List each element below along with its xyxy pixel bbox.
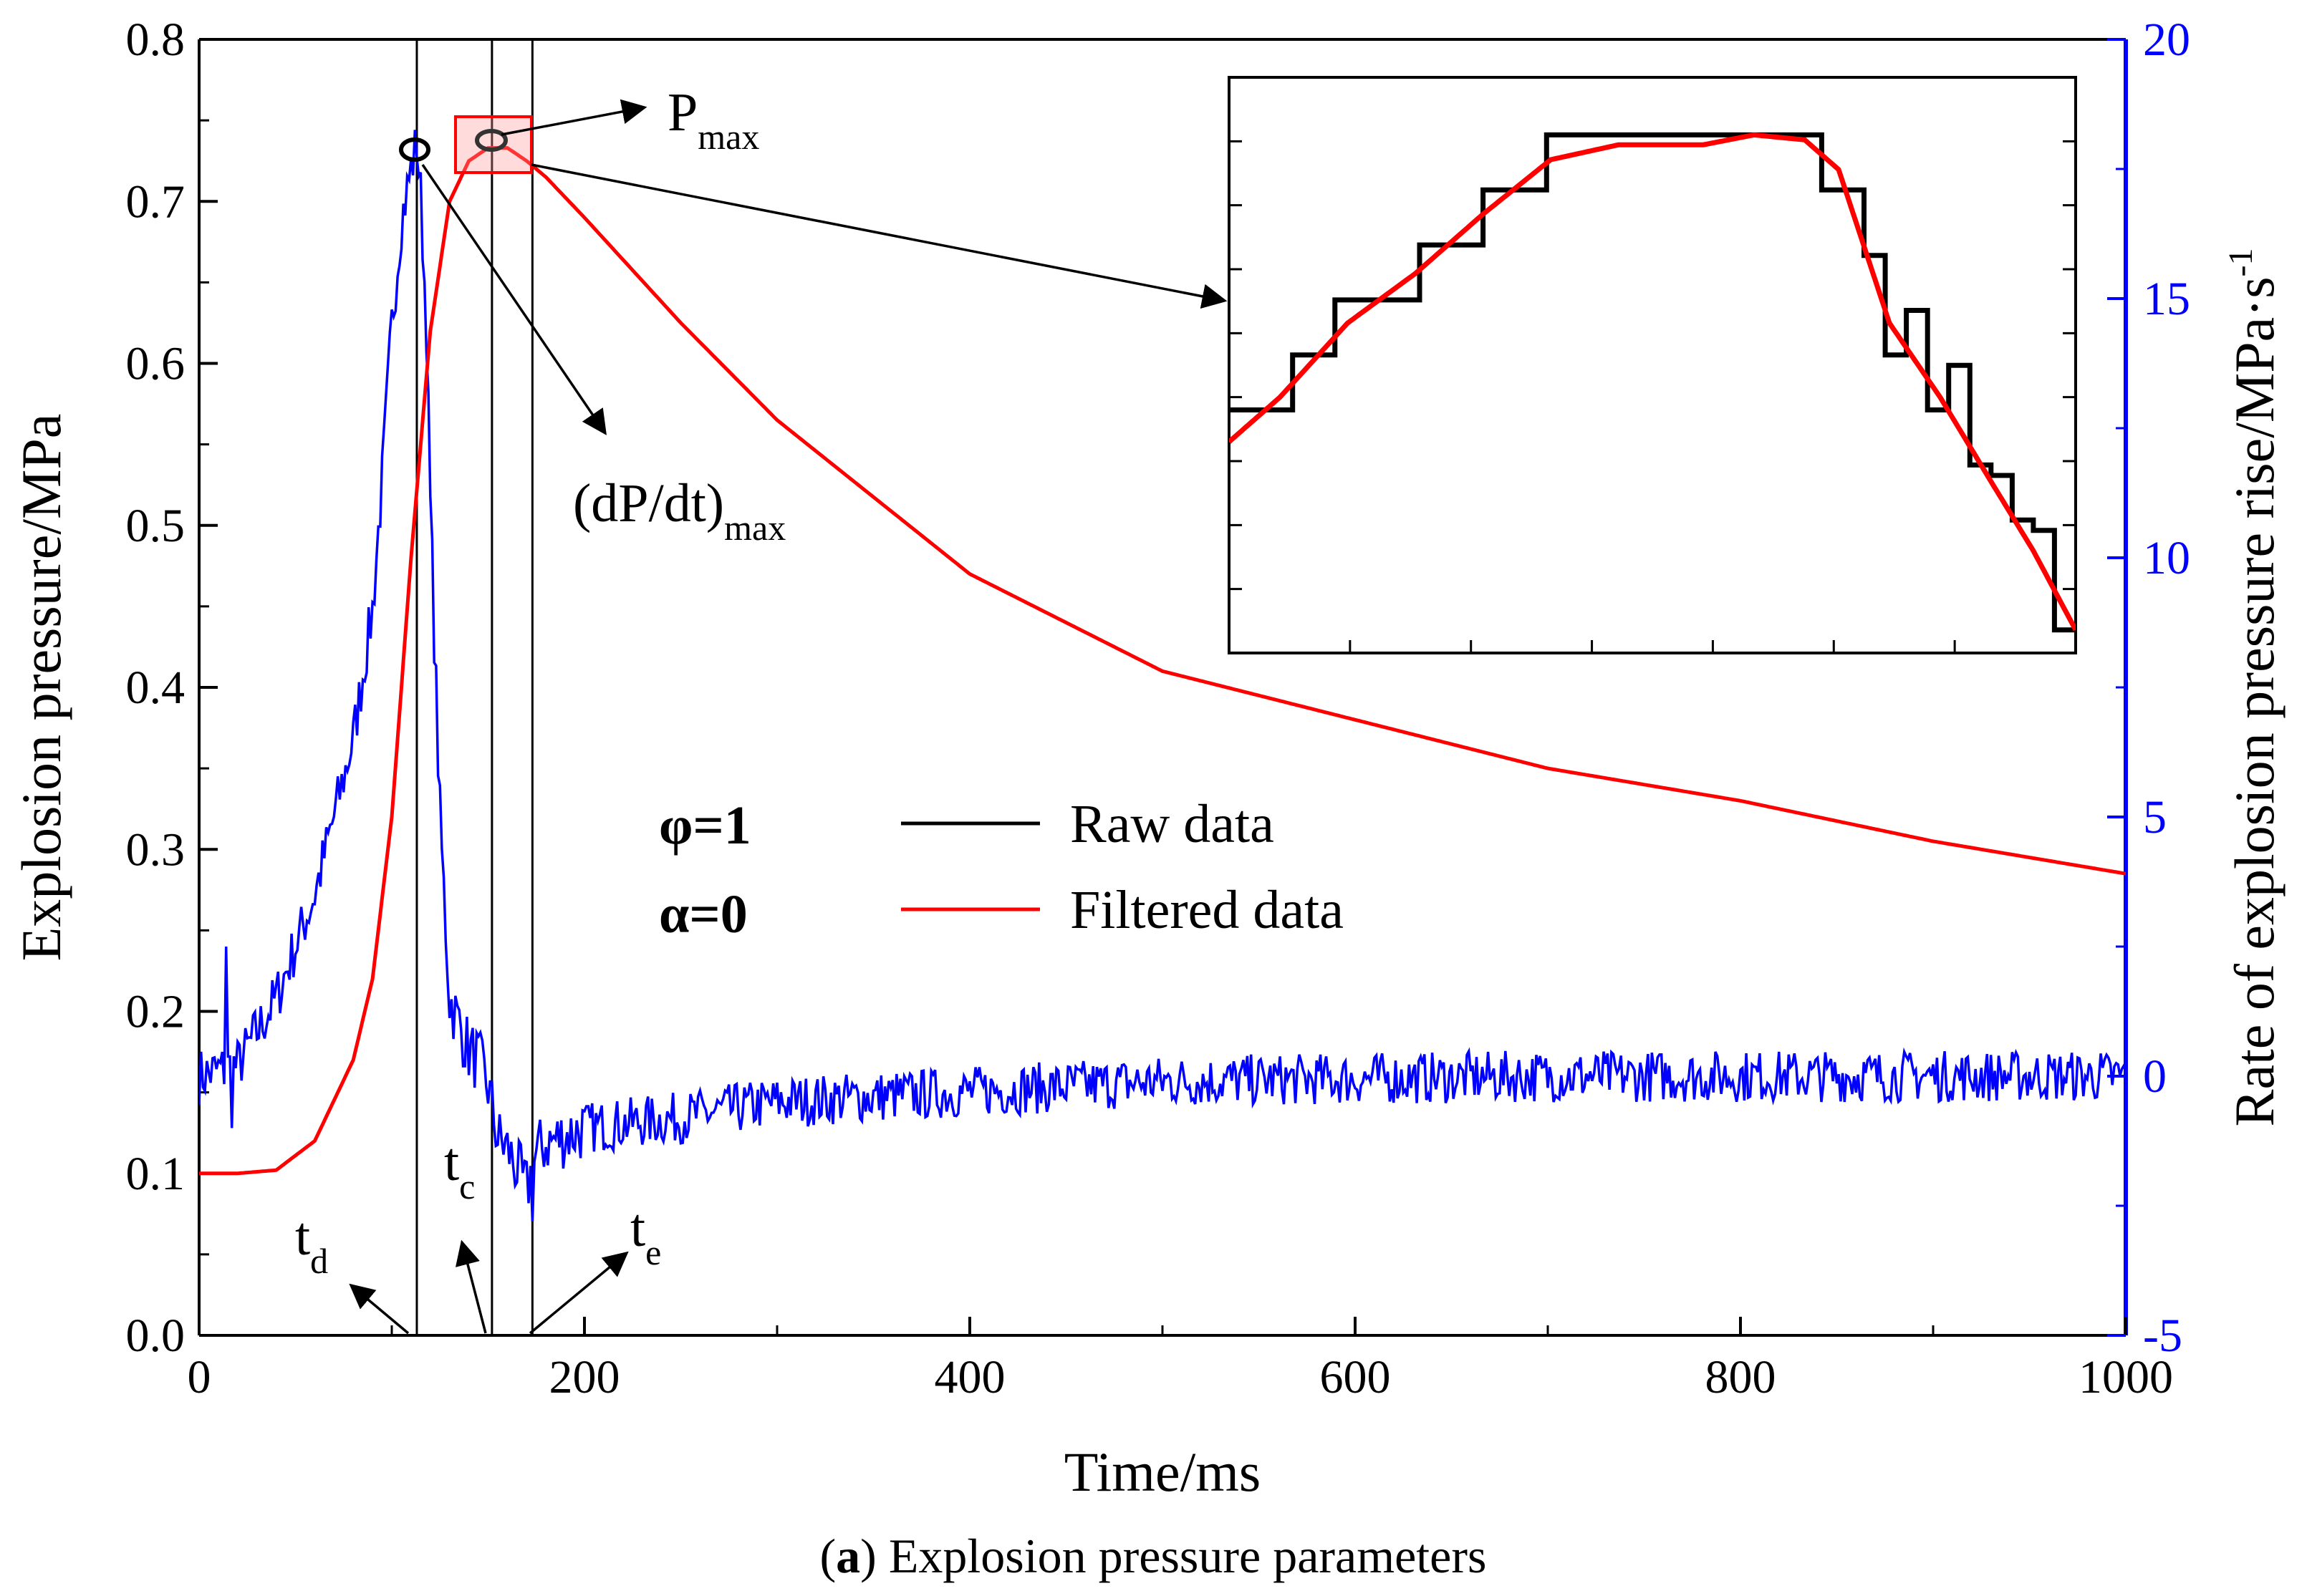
y2-tick-label-3: 10 — [2143, 532, 2190, 584]
x-tick-label-0: 0 — [188, 1351, 211, 1403]
x-axis-title: Time/ms — [1064, 1441, 1261, 1503]
y-tick-label-0: 0.0 — [126, 1310, 186, 1362]
inset-raw-data — [1229, 132, 2076, 633]
pmax-label: Pmax — [668, 82, 759, 157]
x-tick-label-2: 400 — [935, 1351, 1006, 1403]
arrow-dpdt — [421, 164, 607, 435]
inset-ticks — [1229, 140, 2076, 653]
tc-label: tc — [444, 1132, 475, 1206]
y-tick-label-8: 0.8 — [126, 14, 186, 66]
annotation-arrows — [349, 99, 1228, 1335]
legend-label-raw: Raw data — [1070, 794, 1274, 854]
x-tick-label-5: 1000 — [2079, 1351, 2173, 1403]
y-tick-label-4: 0.4 — [126, 662, 186, 714]
arrow-tc — [455, 1239, 487, 1334]
x-tick-label-3: 600 — [1320, 1351, 1391, 1403]
y2-tick-label-5: 20 — [2143, 14, 2190, 66]
series-rate-of-pressure-rise — [199, 130, 2126, 1222]
te-label: te — [630, 1198, 661, 1272]
inset-zoom — [1228, 76, 2077, 654]
td-label: td — [295, 1206, 328, 1281]
y-tick-label-3: 0.3 — [126, 823, 186, 876]
dpdt-max-marker — [399, 137, 430, 162]
series-filtered-data — [199, 146, 2126, 1176]
y-tick-label-5: 0.5 — [126, 500, 186, 552]
figure-caption: (a) Explosion pressure parameters — [820, 1529, 1487, 1583]
legend: Raw data Filtered data — [901, 794, 1344, 940]
x-tick-label-4: 800 — [1705, 1351, 1776, 1403]
param-alpha: α=0 — [659, 884, 748, 944]
dpdt-max-label: (dP/dt)max — [573, 473, 786, 548]
y-axis-title: Explosion pressure/MPa — [10, 414, 72, 962]
y-tick-label-1: 0.1 — [126, 1148, 186, 1200]
y2-tick-label-4: 15 — [2143, 273, 2190, 325]
x-tick-label-1: 200 — [549, 1351, 620, 1403]
y2-tick-label-0: -5 — [2143, 1310, 2182, 1362]
vertical-markers — [415, 39, 534, 1335]
y-tick-label-6: 0.6 — [126, 338, 186, 390]
pmax-marker — [475, 129, 508, 152]
arrow-te — [529, 1251, 629, 1335]
y2-tick-label-1: 0 — [2143, 1050, 2167, 1103]
inset-filtered-data — [1229, 132, 2076, 632]
y-tick-label-2: 0.2 — [126, 986, 186, 1038]
arrow-inset — [531, 163, 1228, 309]
arrow-td — [349, 1283, 410, 1335]
param-phi: φ=1 — [659, 795, 751, 856]
pmax-zoom-box — [454, 115, 533, 174]
legend-label-filtered: Filtered data — [1070, 880, 1344, 940]
y2-tick-label-2: 5 — [2143, 791, 2167, 843]
y2-axis-title: Rate of explosion pressure rise/MPa·s-1 — [2222, 248, 2286, 1126]
arrow-pmax — [501, 99, 647, 136]
y-tick-label-7: 0.7 — [126, 175, 186, 228]
